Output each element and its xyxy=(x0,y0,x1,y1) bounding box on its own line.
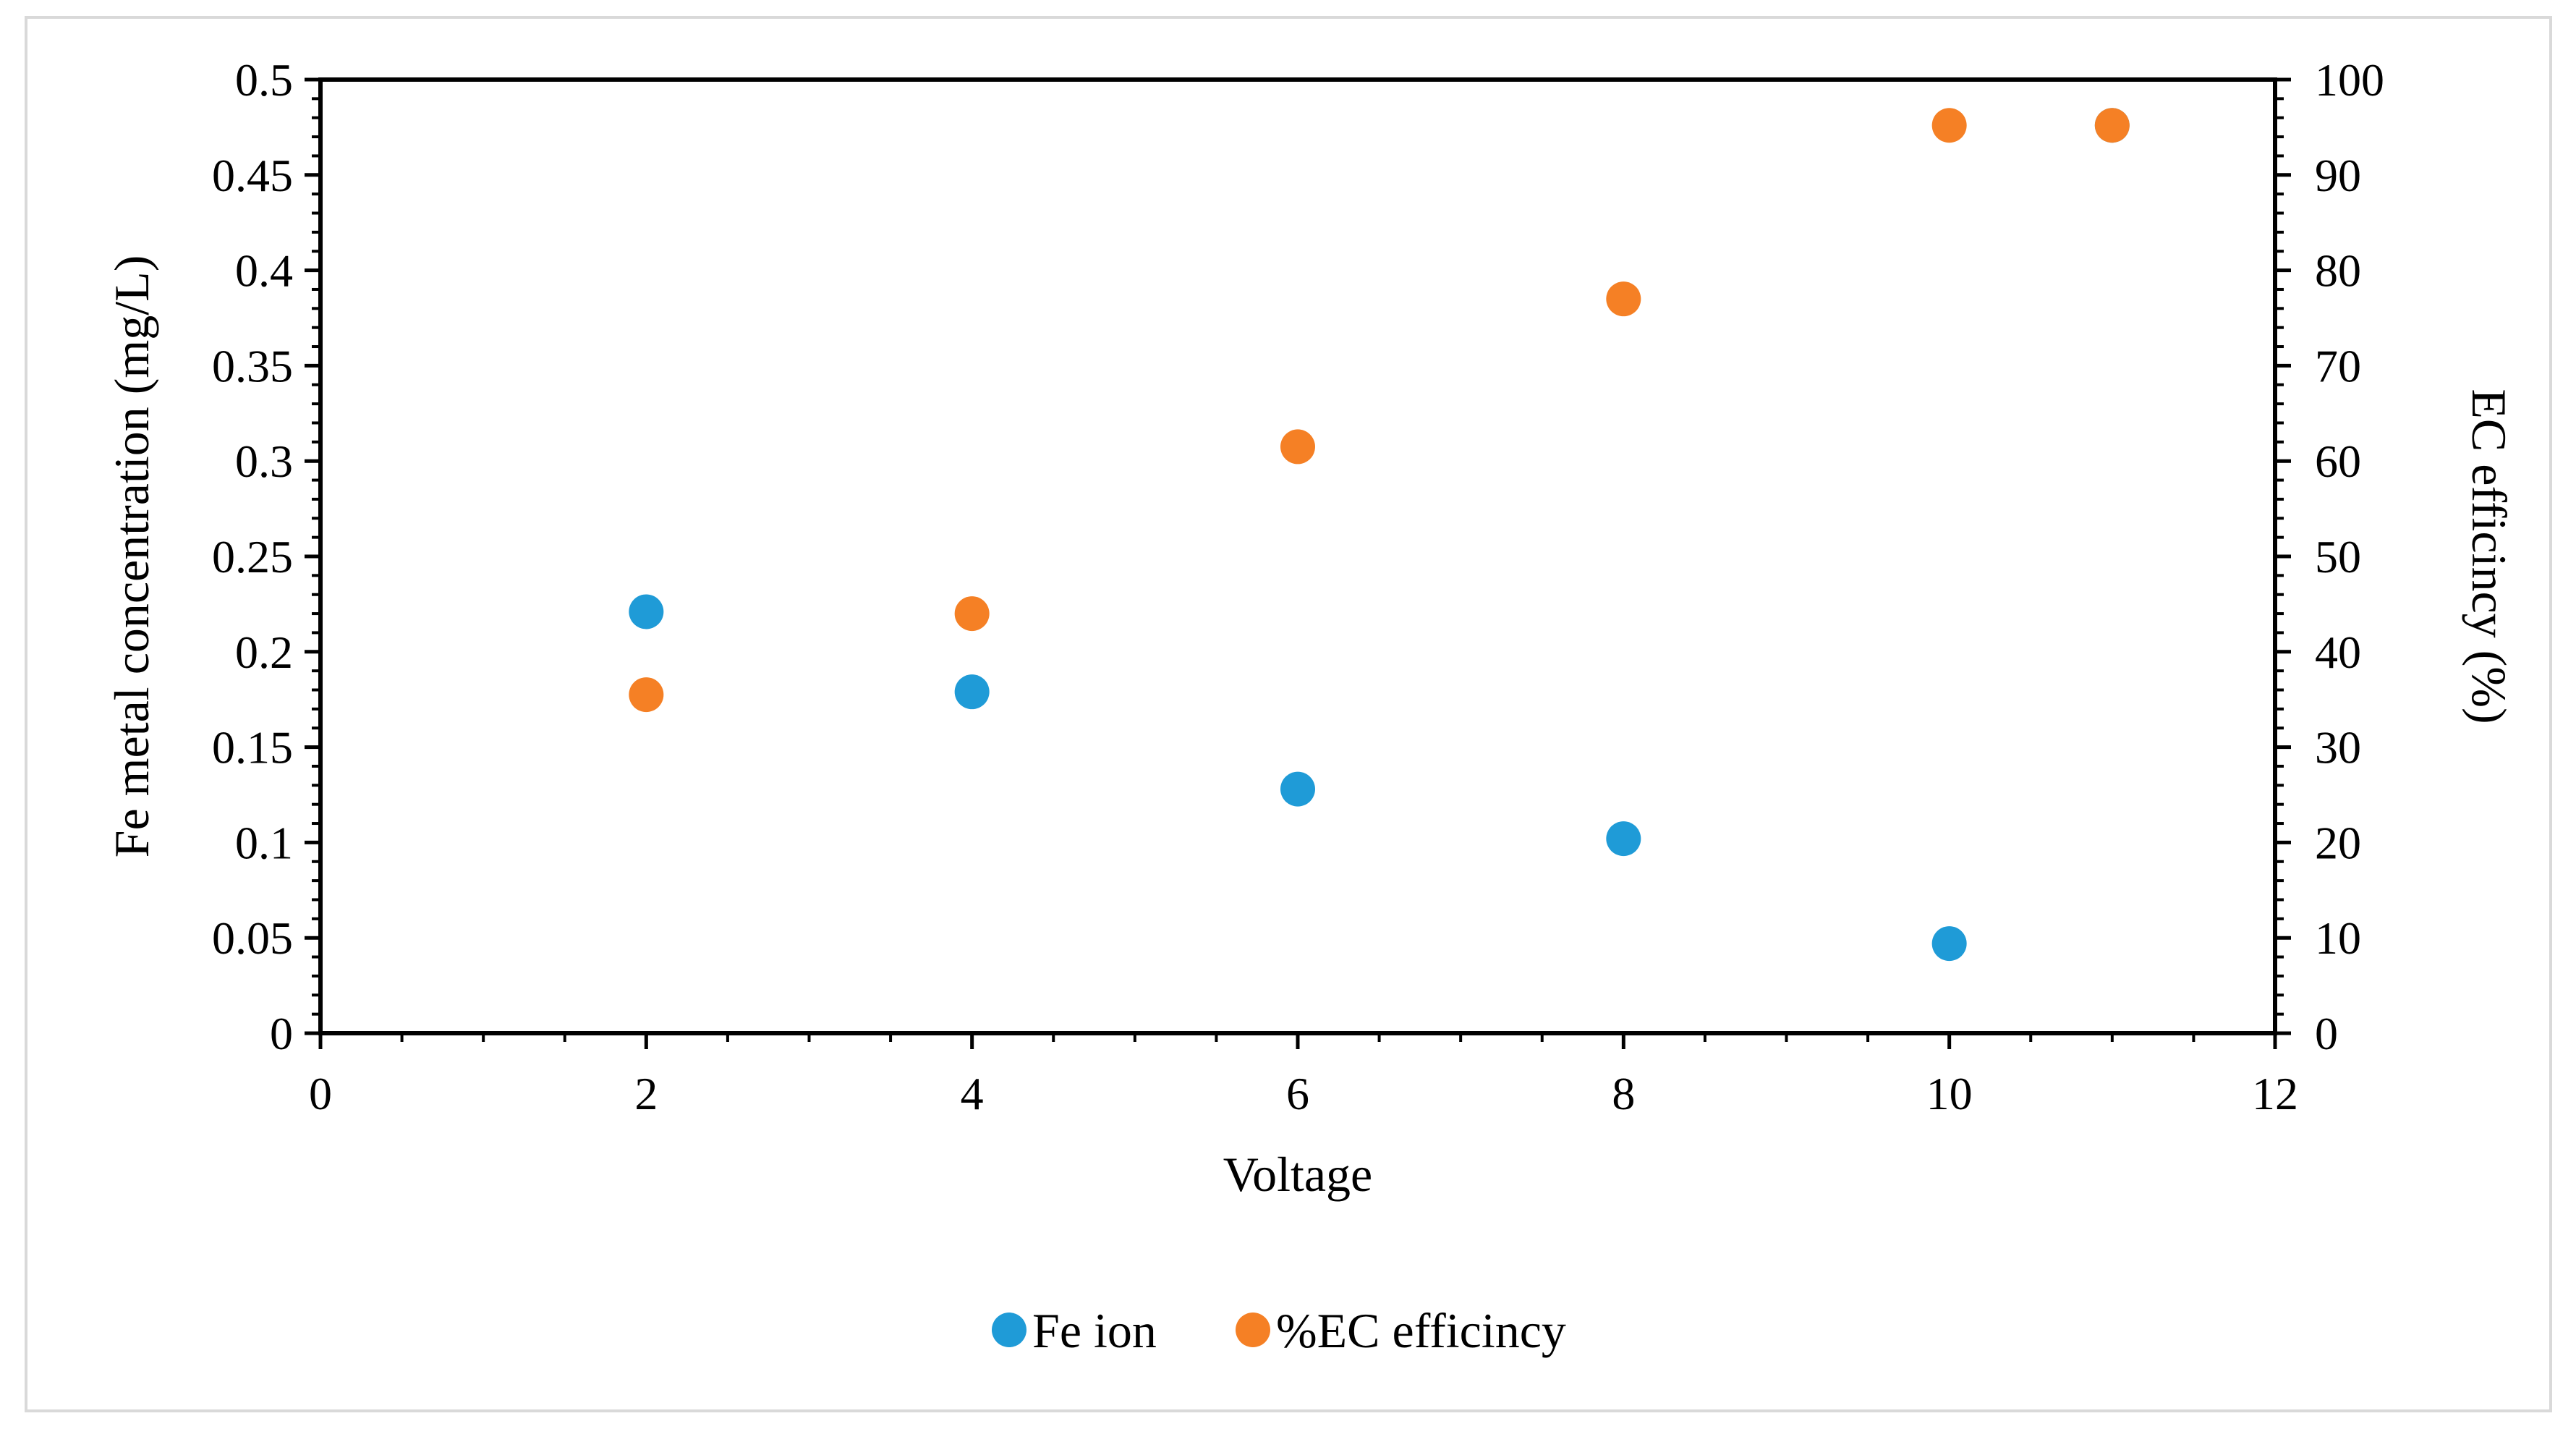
y2-axis-title: EC efficincy (%) xyxy=(2462,389,2517,724)
y-axis-tick-label: 0.45 xyxy=(212,150,293,201)
fe-ion-point xyxy=(1931,926,1967,962)
y-axis-tick-label: 0.5 xyxy=(235,54,293,106)
fe-ion-point xyxy=(1280,771,1315,807)
y-axis-tick-label: 0.3 xyxy=(235,436,293,487)
y-axis-tick-label: 0.4 xyxy=(235,245,293,297)
ec-efficiency-point xyxy=(1931,108,1967,143)
ec-efficiency-point xyxy=(1280,429,1315,465)
fe-ion-point xyxy=(954,674,990,710)
chart-frame xyxy=(25,16,2552,1412)
y-axis-title: Fe metal concentration (mg/L) xyxy=(104,255,159,858)
y-axis-tick-label: 0.25 xyxy=(212,531,293,582)
y-axis-tick-label: 0.35 xyxy=(212,340,293,391)
x-axis-tick-label: 4 xyxy=(961,1068,984,1119)
y2-axis-tick-label: 0 xyxy=(2315,1008,2338,1059)
data-points-layer xyxy=(629,108,2130,962)
y-axis-tick-label: 0.05 xyxy=(212,912,293,964)
y2-axis-tick-label: 50 xyxy=(2315,531,2361,582)
y2-axis-tick-label: 40 xyxy=(2315,627,2361,678)
x-axis-tick-label: 10 xyxy=(1926,1068,1973,1119)
y-axis-tick-label: 0.2 xyxy=(235,627,293,678)
x-axis-tick-label: 12 xyxy=(2252,1068,2298,1119)
fe-ion-point xyxy=(629,594,664,629)
fe-ion-point xyxy=(1606,821,1641,857)
ec-efficiency-point xyxy=(629,677,664,713)
x-axis-title: Voltage xyxy=(1223,1147,1373,1202)
axes-layer: 0 0.05 0.1 0.15 0.2 0.25 0.3 0.35 0.4 0.45 0.5 0 10 2… xyxy=(104,54,2517,1202)
ec-efficiency-point xyxy=(2094,108,2130,143)
y2-axis-tick-label: 10 xyxy=(2315,912,2361,964)
ec-efficiency-point xyxy=(1606,281,1641,317)
y-axis-tick-label: 0 xyxy=(270,1008,293,1059)
legend: Fe ion %EC efficincy xyxy=(992,1303,1566,1358)
y2-axis-tick-label: 30 xyxy=(2315,722,2361,773)
y2-axis-tick-label: 60 xyxy=(2315,436,2361,487)
y2-axis-tick-label: 20 xyxy=(2315,817,2361,868)
x-axis-tick-label: 8 xyxy=(1612,1068,1635,1119)
legend-label-fe-ion: Fe ion xyxy=(1032,1303,1157,1358)
y-axis-tick-label: 0.15 xyxy=(212,722,293,773)
y2-axis-tick-label: 80 xyxy=(2315,245,2361,297)
x-axis-tick-label: 6 xyxy=(1286,1068,1309,1119)
plot-area-border xyxy=(318,77,2277,1035)
x-axis-tick-label: 2 xyxy=(634,1068,658,1119)
legend-marker-fe-ion xyxy=(992,1313,1026,1347)
y-axis-tick-label: 0.1 xyxy=(235,817,293,868)
ec-efficiency-point xyxy=(954,596,990,632)
x-axis-tick-label: 0 xyxy=(309,1068,332,1119)
y2-axis-tick-label: 70 xyxy=(2315,340,2361,391)
legend-marker-ec-efficiency xyxy=(1236,1313,1270,1347)
legend-label-ec-efficiency: %EC efficincy xyxy=(1276,1303,1566,1358)
y2-axis-tick-label: 100 xyxy=(2315,54,2384,106)
y2-axis-tick-label: 90 xyxy=(2315,150,2361,201)
